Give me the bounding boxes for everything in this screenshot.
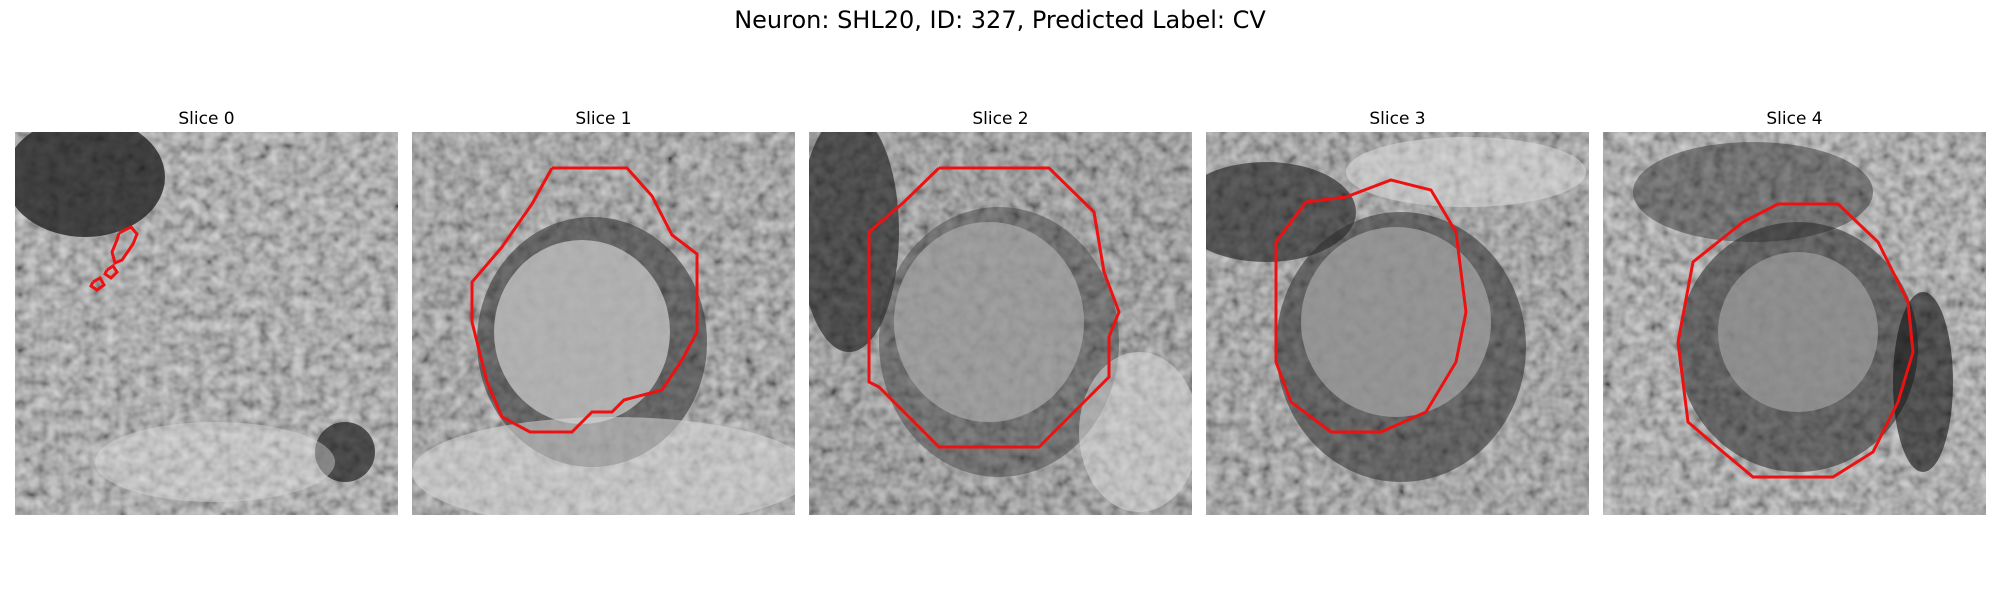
- contour-line: [867, 166, 1121, 449]
- slice-title: Slice 0: [178, 109, 235, 129]
- slice-image-4: [1603, 132, 1986, 515]
- contour-line: [103, 263, 119, 280]
- contour-line: [110, 225, 139, 266]
- slice-image-0: [15, 132, 398, 515]
- slice-image-2: [809, 132, 1192, 515]
- contour-line: [89, 275, 106, 292]
- slice-image-1: [412, 132, 795, 515]
- slice-image-3: [1206, 132, 1589, 515]
- slice-title: Slice 2: [972, 109, 1029, 129]
- slice-panel-4: Slice 4: [1603, 106, 1986, 515]
- slice-title: Slice 1: [575, 109, 632, 129]
- contour-line: [1676, 202, 1915, 479]
- slice-panel-0: Slice 0: [15, 106, 398, 515]
- slice-title: Slice 3: [1369, 109, 1426, 129]
- slice-panel-3: Slice 3: [1206, 106, 1589, 515]
- slice-title: Slice 4: [1766, 109, 1823, 129]
- figure-title: Neuron: SHL20, ID: 327, Predicted Label:…: [734, 6, 1266, 34]
- slice-panel-2: Slice 2: [809, 106, 1192, 515]
- contour-line: [1274, 178, 1468, 434]
- slice-panel-1: Slice 1: [412, 106, 795, 515]
- contour-line: [470, 166, 699, 434]
